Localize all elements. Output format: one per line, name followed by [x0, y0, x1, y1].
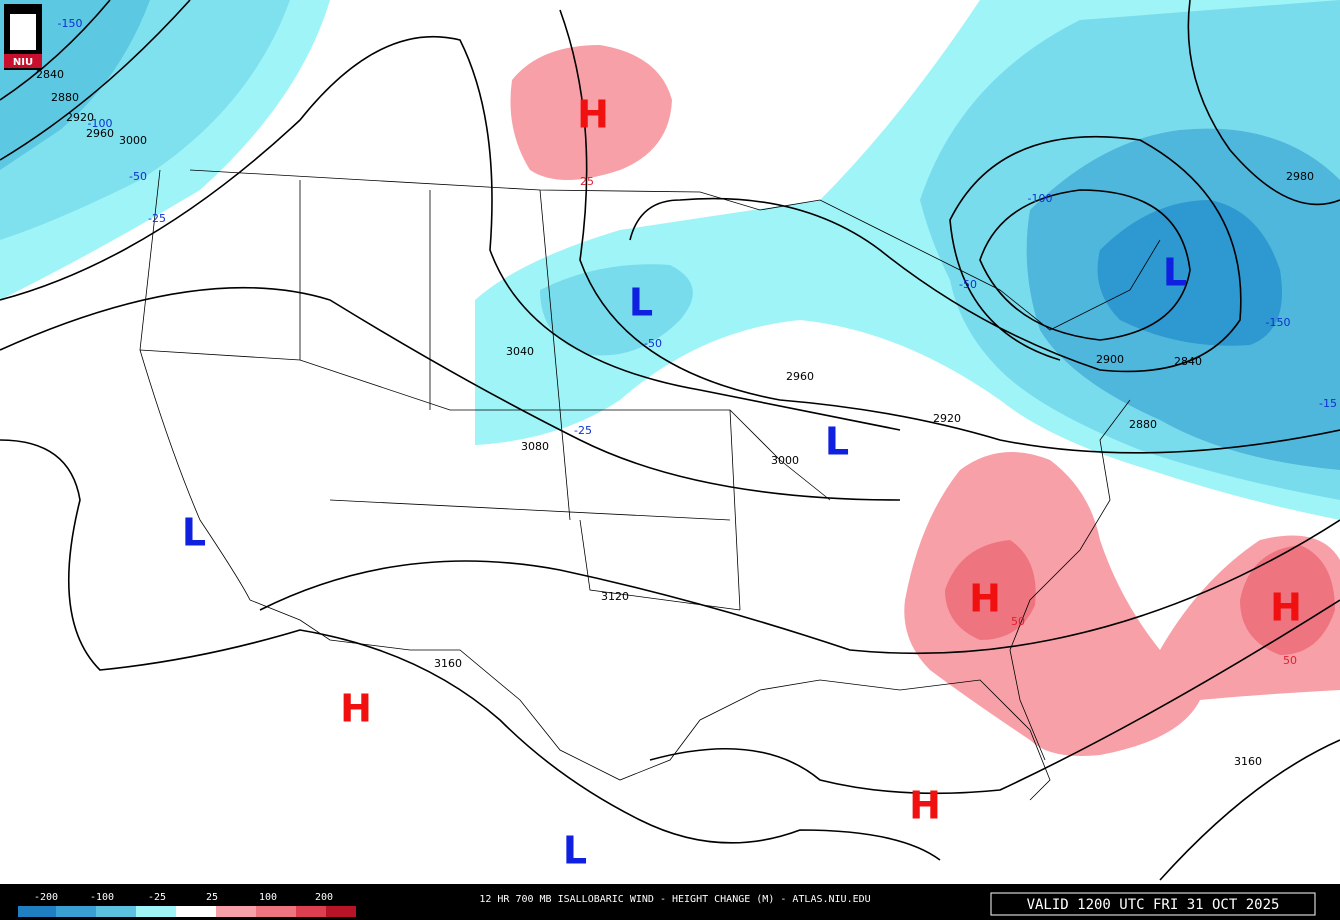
border	[299, 180, 741, 611]
contour-label: 3000	[119, 134, 147, 147]
height-contours	[0, 0, 1340, 881]
contour	[0, 36, 901, 431]
change-label: -50	[644, 337, 662, 350]
legend-swatch	[256, 906, 296, 917]
high-center: H	[969, 577, 1001, 621]
contour-label: 2960	[86, 127, 114, 140]
contour-label: 3080	[521, 440, 549, 453]
change-label: -25	[148, 212, 166, 225]
legend-swatch	[136, 906, 176, 917]
contour	[0, 0, 191, 161]
rise-25	[904, 452, 1340, 756]
legend-swatch	[56, 906, 96, 917]
contour-label: 2920	[933, 412, 961, 425]
footer-title: 12 HR 700 MB ISALLOBARIC WIND - HEIGHT C…	[479, 894, 870, 905]
legend-swatch	[216, 906, 256, 917]
contour	[0, 0, 111, 101]
change-label: 50	[1283, 654, 1297, 667]
border	[139, 169, 251, 601]
contour-label: 3120	[601, 590, 629, 603]
legend-swatch	[296, 906, 326, 917]
contour	[629, 135, 1242, 373]
legend-tick: 100	[259, 892, 277, 903]
legend-tick: -25	[148, 892, 166, 903]
logo-tower	[10, 14, 36, 50]
legend-tick: -100	[90, 892, 114, 903]
contour-label: 3160	[434, 657, 462, 670]
contour	[259, 519, 1340, 655]
low-center: L	[182, 511, 206, 555]
change-label: -25	[574, 424, 592, 437]
legend-swatch	[18, 906, 56, 917]
footer: -200 -100 -25 25 100 200 12 HR 700 MB IS…	[0, 884, 1340, 920]
change-label: -50	[129, 170, 147, 183]
valid-time: VALID 1200 UTC FRI 31 OCT 2025	[1027, 897, 1280, 913]
border	[249, 599, 1051, 801]
contour-label: 3040	[506, 345, 534, 358]
contour-label: 2840	[36, 68, 64, 81]
contour	[1159, 739, 1340, 881]
contour-label: 2980	[1286, 170, 1314, 183]
rise-25	[510, 45, 672, 180]
contour	[649, 599, 1340, 795]
high-center: H	[1270, 586, 1302, 630]
contour-label: 2920	[66, 111, 94, 124]
change-label: -150	[58, 17, 83, 30]
legend-swatch	[176, 906, 216, 917]
logo-band	[4, 54, 42, 68]
contour-label: 2840	[1174, 355, 1202, 368]
height-fall-areas	[0, 0, 1340, 520]
change-label: 25	[580, 175, 594, 188]
contour-label: 3000	[771, 454, 799, 467]
high-center: H	[577, 93, 609, 137]
contour-label: 2880	[1129, 418, 1157, 431]
contour	[1187, 0, 1340, 206]
logo-text: NIU	[13, 57, 33, 68]
centers: H L L L L H H H H L	[182, 93, 1302, 873]
low-center: L	[825, 420, 849, 464]
low-center: L	[563, 829, 587, 873]
legend-tick: 200	[315, 892, 333, 903]
contour-labels: 2840 2880 2920 2960 3000 3040 3080 3120 …	[36, 68, 1314, 768]
change-label: 50	[1011, 615, 1025, 628]
contour-label: 2900	[1096, 353, 1124, 366]
contour	[559, 9, 1340, 454]
legend-tick: -200	[34, 892, 58, 903]
border	[1009, 399, 1131, 761]
change-labels: -150 -100 -50 -25 -50 -25 -50 -100 -150 …	[58, 17, 1337, 667]
contour-label: 3160	[1234, 755, 1262, 768]
contour-label: 2960	[786, 370, 814, 383]
high-center: H	[340, 687, 372, 731]
fall-50	[540, 264, 693, 356]
valid-box	[990, 892, 1316, 916]
change-label: -100	[88, 117, 113, 130]
contour	[0, 439, 941, 861]
rise-50	[1240, 545, 1335, 655]
border	[189, 169, 1161, 331]
legend-swatch	[96, 906, 136, 917]
logo: NIU	[4, 4, 42, 70]
height-rise-areas	[510, 45, 1340, 756]
legend-swatch	[326, 906, 356, 917]
legend-tick: 25	[206, 892, 218, 903]
low-center: L	[1163, 251, 1187, 295]
change-label: -50	[959, 278, 977, 291]
contour-label: 2880	[51, 91, 79, 104]
change-label: -150	[1266, 316, 1291, 329]
contour	[0, 286, 901, 501]
low-center: L	[629, 281, 653, 325]
change-label: -100	[1028, 192, 1053, 205]
borders	[139, 169, 1161, 801]
high-center: H	[909, 784, 941, 828]
change-label: -15	[1319, 397, 1337, 410]
contour	[979, 189, 1191, 341]
rise-50	[945, 540, 1036, 640]
